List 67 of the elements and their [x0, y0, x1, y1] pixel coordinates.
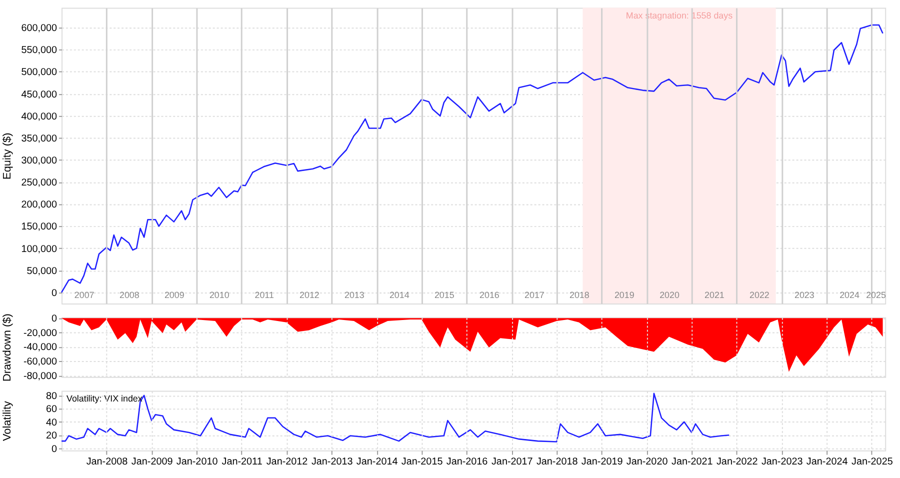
y-tick-label: 0 [52, 314, 58, 325]
x-tick-label: 2014 [389, 290, 410, 300]
y-axis-title: Equity ($) [1, 132, 14, 180]
x-tick-label: Jan-2010 [176, 456, 218, 468]
y-tick-label: 450,000 [21, 89, 58, 100]
x-tick-label: Jan-2012 [266, 456, 308, 468]
y-tick-label: 600,000 [21, 23, 58, 34]
x-tick-label: 2015 [434, 290, 454, 300]
x-tick-label: 2010 [209, 290, 230, 300]
x-tick-label: Jan-2017 [491, 456, 534, 468]
y-tick-label: 60 [46, 404, 58, 416]
x-tick-label: 2022 [750, 290, 770, 300]
y-tick-label: 400,000 [21, 111, 58, 122]
x-tick-label: 2018 [569, 290, 590, 300]
x-tick-label: Jan-2014 [356, 456, 398, 468]
x-tick-label: 2025 [866, 290, 886, 300]
x-tick-label: Jan-2021 [672, 456, 714, 468]
x-tick-label: Jan-2022 [716, 456, 758, 468]
y-tick-label: 20 [46, 430, 58, 442]
x-tick-label: 2012 [300, 290, 320, 300]
line-series [60, 392, 730, 442]
y-tick-label: -20,000 [23, 328, 58, 339]
x-tick-label: 2021 [704, 290, 724, 300]
x-tick-label: Jan-2018 [536, 456, 578, 468]
x-tick-label: 2009 [164, 290, 184, 300]
x-tick-label: Jan-2008 [86, 456, 128, 468]
x-tick-label: 2007 [74, 290, 94, 300]
x-tick-label: 2011 [254, 290, 274, 300]
x-tick-label: Jan-2024 [806, 456, 848, 468]
y-tick-label: 40 [46, 417, 58, 428]
y-tick-label: 0 [52, 288, 58, 299]
y-tick-label: 500,000 [21, 67, 58, 78]
x-tick-label: Jan-2011 [222, 456, 263, 468]
line-series [60, 24, 884, 294]
x-tick-label: Jan-2013 [311, 456, 354, 468]
y-tick-label: -40,000 [23, 342, 58, 354]
y-tick-label: 150,000 [21, 222, 58, 233]
y-tick-label: -60,000 [23, 356, 58, 368]
y-tick-label: 300,000 [21, 156, 58, 166]
y-axis-title: Volatility [1, 400, 14, 442]
y-tick-label: -80,000 [23, 370, 58, 382]
x-tick-label: Jan-2019 [581, 456, 624, 468]
x-tick-label: 2023 [794, 290, 814, 300]
x-tick-label: 2024 [840, 290, 860, 300]
band-label: Max stagnation: 1558 days [626, 10, 734, 21]
y-axis-title: Drawdown ($) [1, 314, 14, 382]
x-tick-label: Jan-2015 [401, 456, 444, 468]
x-tick-label: Jan-2025 [852, 456, 894, 468]
y-tick-label: 200,000 [21, 200, 58, 211]
y-tick-label: 0 [52, 444, 58, 455]
x-tick-label: Jan-2009 [131, 456, 174, 468]
y-tick-label: 100,000 [21, 244, 58, 255]
y-tick-label: 250,000 [21, 178, 58, 189]
x-tick-label: 2020 [660, 290, 680, 300]
y-tick-label: 550,000 [21, 45, 58, 56]
x-tick-label: Jan-2020 [626, 456, 668, 468]
x-tick-label: 2013 [344, 290, 364, 300]
x-tick-label: 2016 [480, 290, 500, 300]
y-tick-label: 80 [46, 390, 58, 402]
y-tick-label: 50,000 [26, 266, 58, 277]
x-tick-label: Jan-2016 [446, 456, 488, 468]
x-tick-label: 2008 [119, 290, 140, 300]
x-tick-label: Jan-2023 [761, 456, 804, 468]
x-tick-label: 2017 [524, 290, 544, 300]
annotation: Volatility: VIX index [66, 394, 143, 404]
y-tick-label: 350,000 [21, 133, 58, 144]
x-tick-label: 2019 [614, 290, 634, 300]
